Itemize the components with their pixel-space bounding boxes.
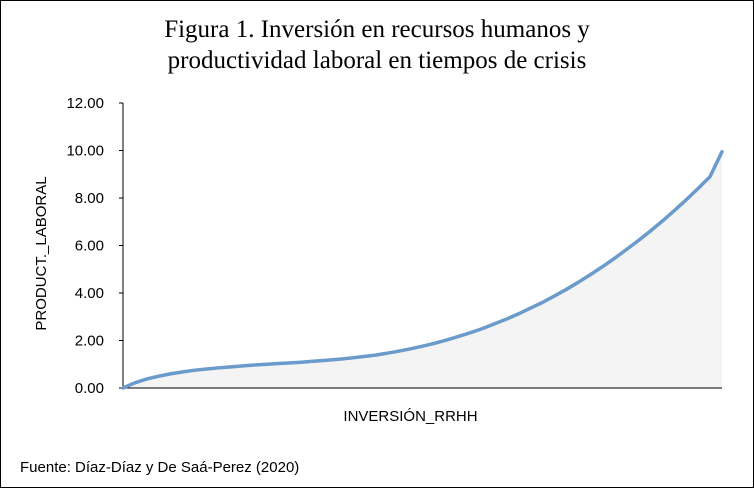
y-tick-label: 8.00 xyxy=(75,190,104,207)
chart-title-line-1: Figura 1. Inversión en recursos humanos … xyxy=(164,16,590,43)
source-note: Fuente: Díaz-Díaz y De Saá-Perez (2020) xyxy=(20,459,300,476)
y-tick-label: 0.00 xyxy=(75,380,104,397)
series-line xyxy=(121,149,724,390)
area-fill xyxy=(123,151,722,388)
y-tick-label: 4.00 xyxy=(75,285,104,302)
x-axis-label: INVERSIÓN_RRHH xyxy=(343,408,477,425)
y-tick-label: 12.00 xyxy=(66,95,104,112)
chart-title: Figura 1. Inversión en recursos humanos … xyxy=(0,14,754,76)
y-axis-label: PRODUCT._LABORAL xyxy=(33,176,50,330)
y-tick-label: 2.00 xyxy=(75,333,104,350)
y-tick-label: 6.00 xyxy=(75,238,104,255)
y-tick-label: 10.00 xyxy=(66,143,104,160)
chart-title-line-2: productividad laboral en tiempos de cris… xyxy=(167,47,587,74)
